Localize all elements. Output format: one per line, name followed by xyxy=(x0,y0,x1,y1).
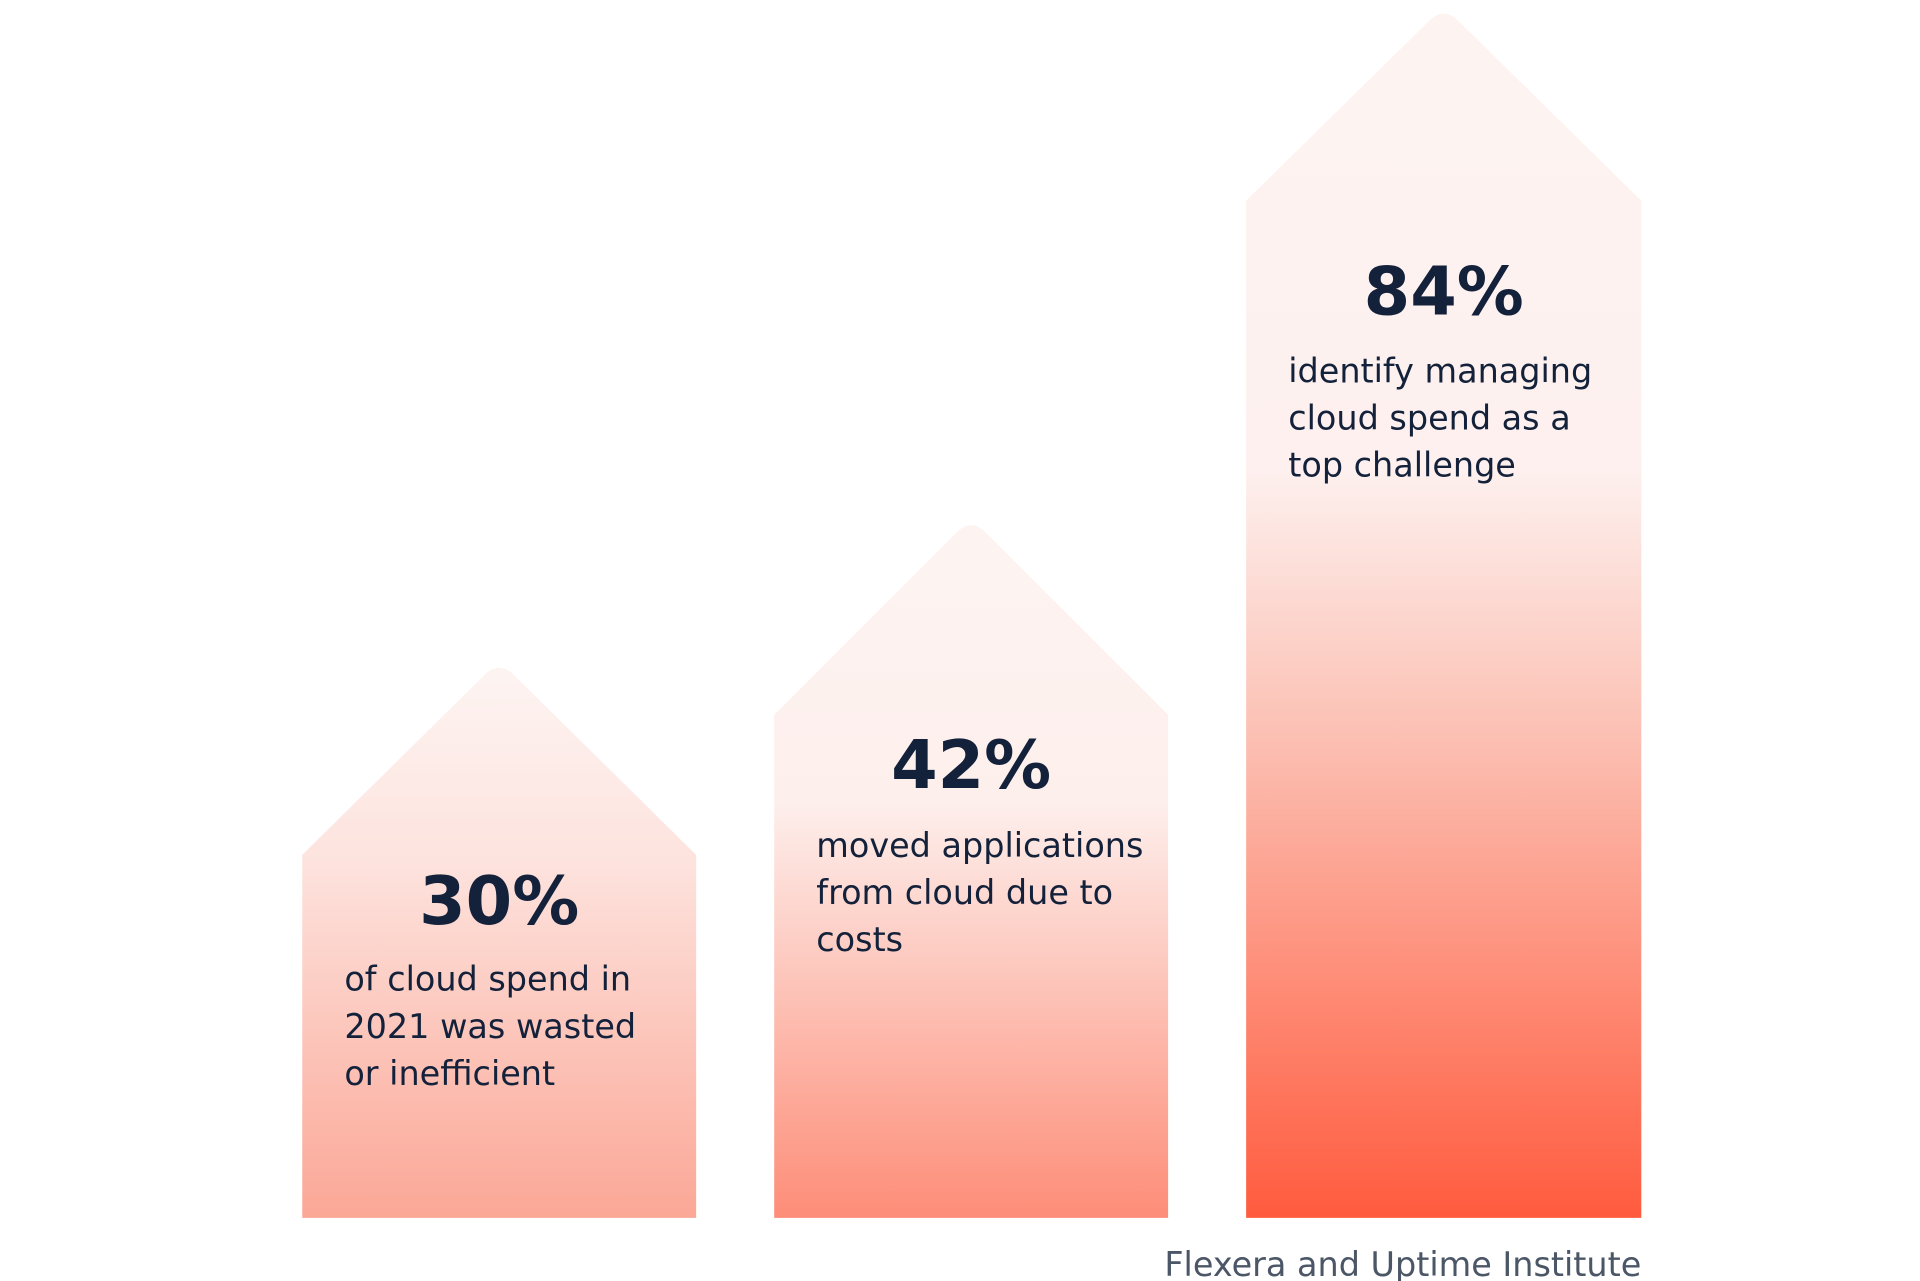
stat-description: cloud spend as a xyxy=(1288,398,1570,437)
stat-value: 84% xyxy=(1364,253,1524,331)
stat-value: 42% xyxy=(891,726,1051,804)
source: Flexera and Uptime Institute xyxy=(1164,1245,1641,1281)
stat-value: 30% xyxy=(419,862,579,940)
stat-description: of cloud spend in xyxy=(344,960,631,999)
stat-description: from cloud due to xyxy=(816,873,1113,912)
arrow-shape xyxy=(302,667,697,1218)
stat-description: costs xyxy=(816,920,903,959)
stat-description: top challenge xyxy=(1288,446,1516,485)
stat-description: or inefficient xyxy=(344,1054,555,1093)
stat-description: moved applications xyxy=(816,826,1143,865)
stat-description: identify managing xyxy=(1288,351,1592,390)
stat-description: 2021 was wasted xyxy=(344,1007,636,1046)
arrow-shape xyxy=(1246,13,1642,1218)
arrow-shape xyxy=(774,525,1169,1218)
